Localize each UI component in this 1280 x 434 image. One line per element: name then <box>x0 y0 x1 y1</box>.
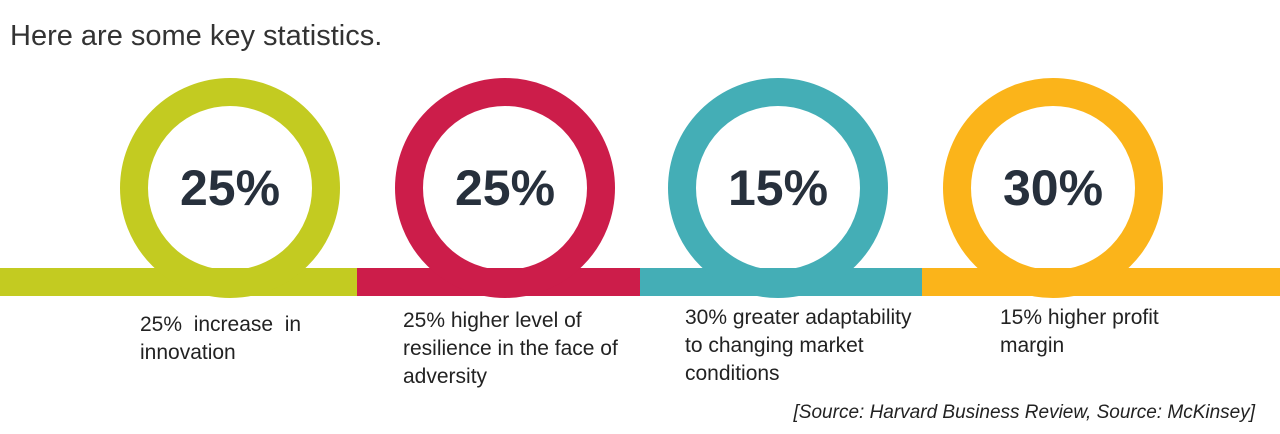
stat-description: conditions <box>685 362 780 385</box>
stat-description: adversity <box>403 365 488 388</box>
stat-description: 30% greater adaptability <box>685 306 912 329</box>
stat-description: 15% higher profit <box>1000 306 1159 329</box>
stat-value: 15% <box>728 160 828 216</box>
stat-ring <box>120 78 340 298</box>
stat-value: 30% <box>1003 160 1103 216</box>
page-title: Here are some key statistics. <box>10 20 382 52</box>
stat-ring <box>395 78 615 298</box>
stat-description: innovation <box>140 341 236 364</box>
source-note: [Source: Harvard Business Review, Source… <box>793 402 1256 423</box>
stat-description: 25% increase in <box>140 313 301 336</box>
stat-description: resilience in the face of <box>403 337 618 360</box>
stat-description: margin <box>1000 334 1064 357</box>
stat-description: 25% higher level of <box>403 309 582 332</box>
stat-value: 25% <box>180 160 280 216</box>
stat-ring <box>668 78 888 298</box>
stat-value: 25% <box>455 160 555 216</box>
stat-ring <box>943 78 1163 298</box>
stat-description: to changing market <box>685 334 864 357</box>
